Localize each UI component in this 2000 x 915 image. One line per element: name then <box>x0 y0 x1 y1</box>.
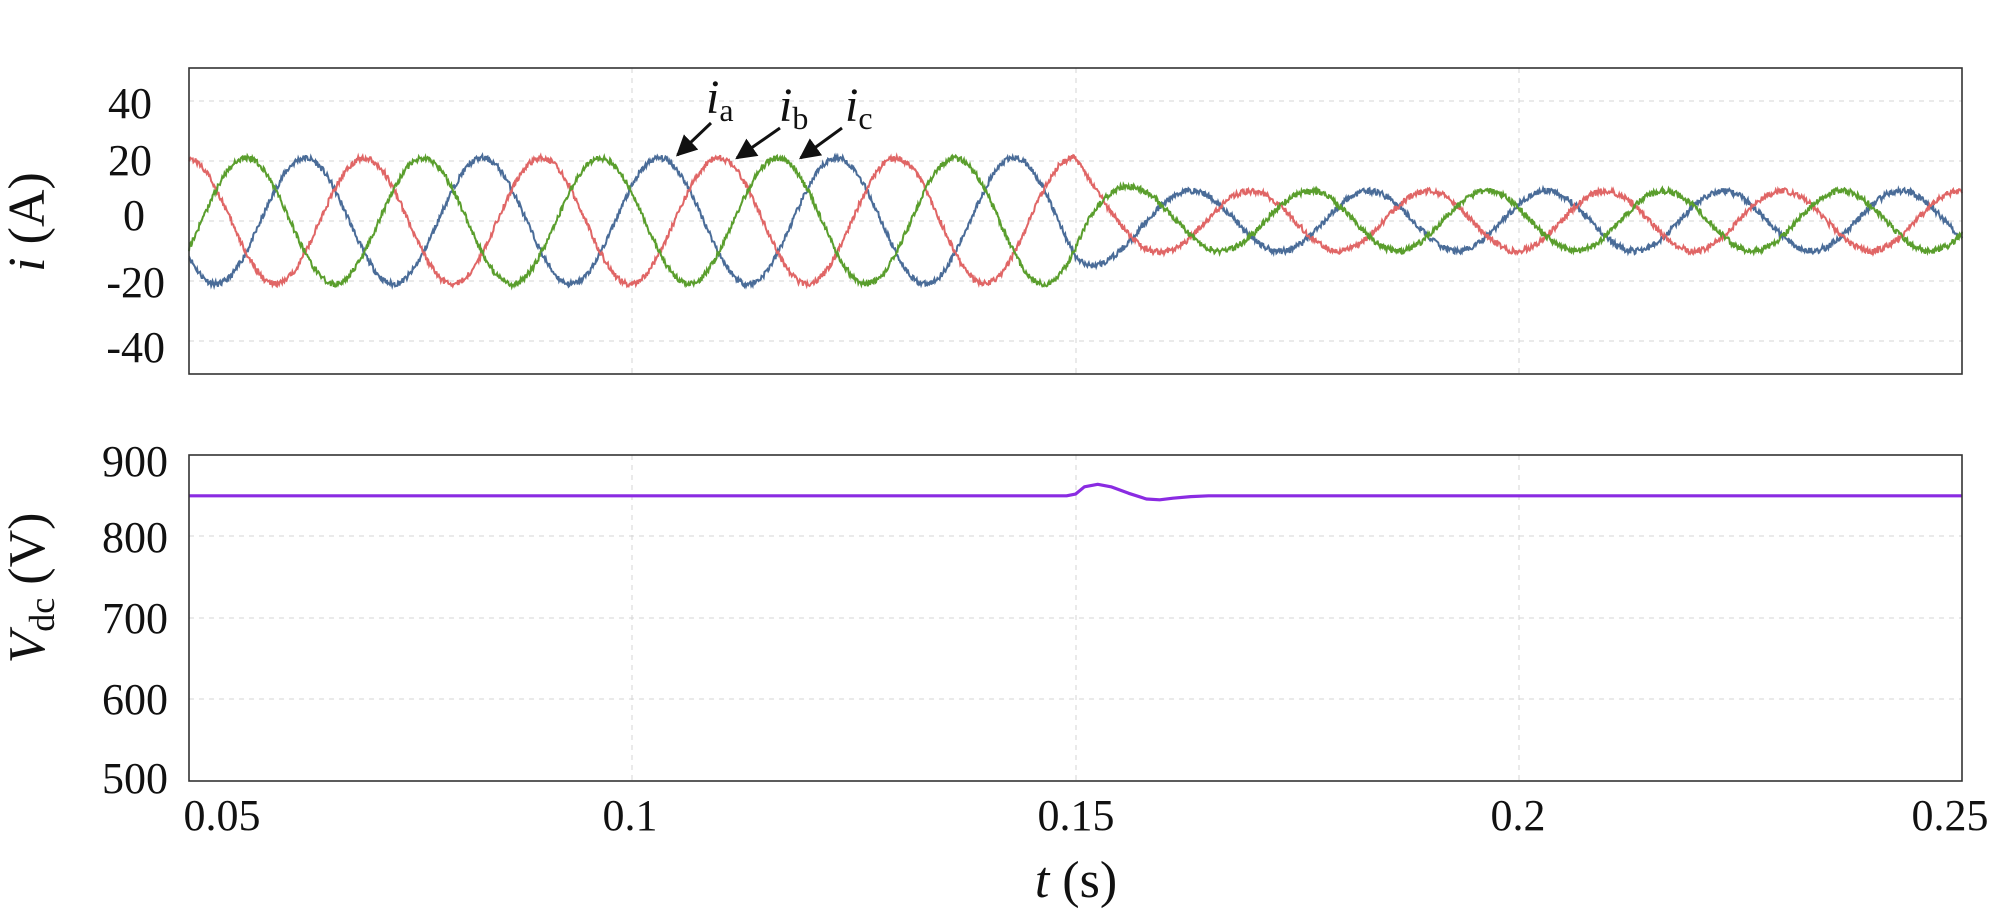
y-tick-label: 20 <box>108 136 152 185</box>
y-tick-label: 800 <box>102 513 168 562</box>
ic-label: ic <box>845 79 873 136</box>
current-gridlines <box>189 68 1962 374</box>
voltage-gridlines <box>189 455 1962 781</box>
x-tick-label: 0.1 <box>603 791 658 840</box>
current-axis-var: i <box>0 257 56 271</box>
ib-label: ib <box>779 79 808 136</box>
voltage-axis-label: Vdc (V) <box>0 513 62 664</box>
voltage-traces <box>189 482 1962 502</box>
series-line-Vdc <box>189 482 1962 502</box>
x-tick-label: 0.2 <box>1491 791 1546 840</box>
y-tick-label: 40 <box>108 79 152 128</box>
x-tick-label: 0.25 <box>1912 791 1989 840</box>
current-traces <box>188 152 1963 291</box>
voltage-plot-frame <box>188 454 1963 782</box>
time-axis-label: t (s) <box>1035 852 1117 909</box>
voltage-panel: 900 800 700 600 500 Vdc (V) 0.05 0.1 0.1… <box>0 437 1989 909</box>
y-tick-label: 700 <box>102 594 168 643</box>
y-tick-label: 500 <box>102 754 168 803</box>
x-tick-label: 0.05 <box>184 791 261 840</box>
current-panel: 40 20 0 -20 -40 i (A) ia ib ic <box>0 67 1963 375</box>
y-tick-label: -20 <box>106 258 165 307</box>
y-tick-label: -40 <box>106 323 165 372</box>
ia-pointer-arrow <box>675 121 713 157</box>
phase-labels: ia ib ic <box>675 71 873 160</box>
series-line-ib <box>188 152 1963 290</box>
y-tick-label: 600 <box>102 675 168 724</box>
y-tick-label: 900 <box>102 437 168 486</box>
current-axis-unit: (A) <box>0 172 56 244</box>
current-plot-frame <box>188 67 1963 375</box>
series-line-ic <box>188 152 1963 291</box>
ia-label: ia <box>706 71 734 128</box>
y-tick-label: 0 <box>123 191 145 240</box>
current-axis-label: i (A) <box>0 172 56 272</box>
x-tick-label: 0.15 <box>1038 791 1115 840</box>
ib-pointer-arrow <box>735 126 781 160</box>
ic-pointer-arrow <box>799 126 843 160</box>
